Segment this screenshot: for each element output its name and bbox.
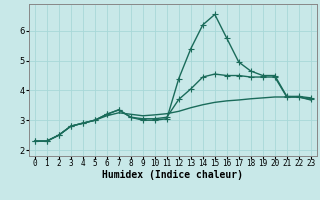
X-axis label: Humidex (Indice chaleur): Humidex (Indice chaleur) xyxy=(102,170,243,180)
